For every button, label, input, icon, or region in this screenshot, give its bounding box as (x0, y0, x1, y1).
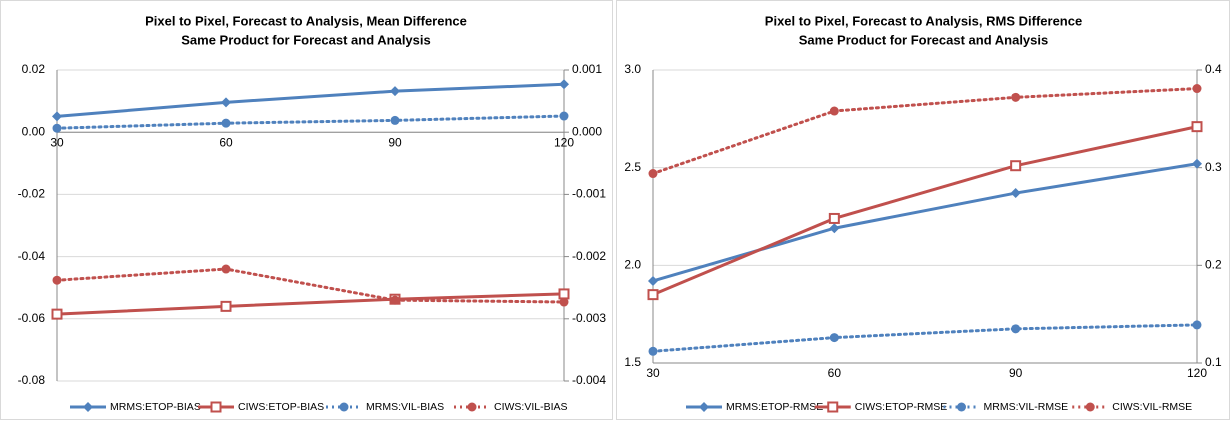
legend-label: MRMS:VIL-RMSE (984, 401, 1069, 413)
data-point (829, 106, 839, 116)
data-point (221, 264, 231, 274)
data-point (1011, 324, 1021, 334)
y2-tick-label: 0.000 (572, 124, 602, 138)
chart-frame (0, 0, 613, 420)
y2-tick-label: -0.003 (572, 311, 606, 325)
y-tick-label: -0.06 (18, 311, 46, 325)
legend-marker (339, 402, 349, 412)
y-tick-label: 3.0 (624, 62, 641, 76)
data-point (52, 275, 62, 285)
y2-tick-label: 0.2 (1205, 258, 1222, 272)
data-point (829, 223, 840, 234)
data-point (1010, 160, 1022, 172)
data-point (52, 111, 62, 122)
series-line (651, 323, 1199, 353)
legend-label: CIWS:ETOP-BIAS (238, 401, 324, 413)
data-point (559, 79, 569, 90)
y2-tick-label: -0.001 (572, 187, 606, 201)
series-line (55, 267, 566, 304)
data-point (1011, 92, 1021, 102)
y2-tick-label: 0.4 (1205, 62, 1222, 76)
data-point (828, 212, 840, 224)
series-line (651, 87, 1199, 176)
data-point (559, 111, 569, 121)
x-tick-label: 120 (554, 135, 574, 149)
legend-label: MRMS:VIL-BIAS (366, 401, 444, 413)
legend-marker (957, 402, 966, 412)
legend-marker (1085, 402, 1095, 412)
data-point (1191, 121, 1203, 133)
legend-label: CIWS:VIL-RMSE (1112, 401, 1192, 413)
data-point (390, 295, 400, 305)
y-tick-label: 2.0 (624, 258, 641, 272)
series-line (652, 162, 1198, 283)
data-point (1192, 158, 1202, 169)
legend-marker (210, 401, 222, 413)
x-tick-label: 60 (828, 366, 842, 380)
data-point (221, 97, 231, 108)
data-point (648, 169, 658, 179)
data-point (648, 346, 658, 356)
data-point (220, 300, 232, 312)
data-point (51, 308, 63, 320)
legend-marker (699, 402, 709, 412)
legend-marker (83, 402, 93, 412)
data-point (1192, 84, 1202, 94)
data-point (829, 333, 839, 343)
legend-label: MRMS:ETOP-BIAS (110, 401, 201, 413)
y-tick-label: 1.5 (624, 355, 641, 369)
data-point (559, 297, 569, 307)
series-line (55, 114, 566, 130)
chart-subtitle: Same Product for Forecast and Analysis (181, 32, 430, 47)
x-tick-label: 60 (219, 135, 233, 149)
legend-marker (467, 402, 477, 412)
y-tick-label: 0.00 (22, 124, 46, 138)
data-point (558, 288, 570, 300)
data-point (52, 123, 62, 133)
legend-label: MRMS:ETOP-RMSE (726, 401, 823, 413)
data-point (390, 86, 400, 97)
data-point (1192, 320, 1202, 330)
y2-tick-label: 0.001 (572, 62, 602, 76)
y2-tick-label: -0.002 (572, 249, 606, 263)
y-tick-label: 2.5 (624, 160, 641, 174)
legend-marker (827, 401, 839, 413)
series-line (56, 292, 565, 316)
x-tick-label: 30 (646, 366, 660, 380)
chart-title: Pixel to Pixel, Forecast to Analysis, Me… (145, 13, 467, 28)
series-line (56, 82, 565, 118)
data-point (648, 275, 658, 286)
data-point (390, 115, 400, 125)
x-tick-label: 30 (50, 135, 64, 149)
y-tick-label: -0.08 (18, 373, 46, 387)
y-tick-label: -0.02 (18, 187, 46, 201)
y2-tick-label: 0.3 (1205, 160, 1222, 174)
y2-tick-label: -0.004 (572, 373, 606, 387)
legend-label: CIWS:VIL-BIAS (494, 401, 568, 413)
x-tick-label: 120 (1187, 366, 1207, 380)
y2-tick-label: 0.1 (1205, 355, 1222, 369)
data-point (1010, 188, 1021, 199)
data-point (647, 289, 659, 301)
series-line (652, 125, 1198, 297)
x-tick-label: 90 (1009, 366, 1023, 380)
y-tick-label: -0.04 (18, 249, 46, 263)
x-tick-label: 90 (388, 135, 402, 149)
data-point (221, 118, 231, 128)
chart-title: Pixel to Pixel, Forecast to Analysis, RM… (765, 13, 1082, 28)
legend-label: CIWS:ETOP-RMSE (855, 401, 948, 413)
y-tick-label: 0.02 (22, 62, 46, 76)
chart-subtitle: Same Product for Forecast and Analysis (799, 32, 1048, 47)
